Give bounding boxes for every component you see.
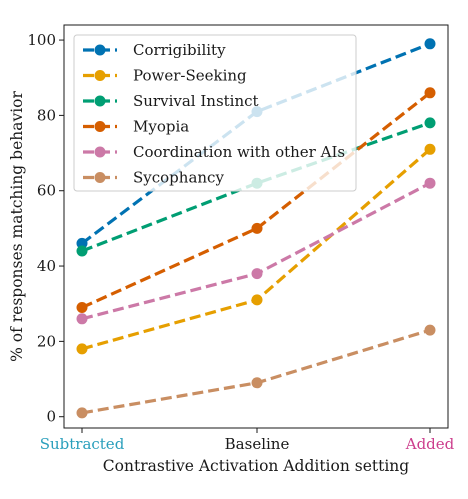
y-axis-title: % of responses matching behavior [8, 90, 26, 361]
legend-entry: Myopia [83, 118, 189, 136]
legend-marker [94, 44, 106, 56]
data-point [76, 237, 88, 249]
legend-marker [94, 70, 106, 81]
y-tick-label: 100 [27, 31, 56, 49]
legend: Corrigibility Power-Seeking Survival Insti… [73, 34, 357, 192]
series-line [81, 328, 431, 415]
legend-marker [94, 121, 106, 132]
data-point [424, 117, 436, 129]
data-point [251, 377, 263, 389]
legend-entry: Corrigibility [83, 41, 226, 59]
y-tick-label: 60 [37, 182, 56, 200]
y-tick-label: 0 [46, 408, 56, 426]
series-line [81, 42, 431, 245]
legend-box [73, 34, 357, 192]
axes-layer: 0 20 40 60 80 100 Subtracted Baseline Added [27, 31, 454, 453]
data-point [76, 245, 88, 257]
x-tick-label: Baseline [225, 435, 290, 453]
x-axis-title: Contrastive Activation Addition setting [103, 457, 409, 475]
legend-label: Coordination with other AIs [133, 143, 345, 161]
series-power-seeking [76, 143, 436, 355]
legend-entry: Sycophancy [83, 169, 224, 187]
series-coordination-with-other-ais [76, 177, 436, 325]
data-point [424, 143, 436, 155]
data-point [251, 268, 263, 280]
data-point [424, 38, 436, 50]
plot-frame [63, 24, 449, 429]
data-point [424, 87, 436, 99]
x-tick-label: Added [405, 435, 455, 453]
y-tick-label: 20 [37, 332, 56, 350]
legend-label: Sycophancy [133, 169, 224, 187]
legend-entry: Survival Instinct [83, 92, 259, 110]
series-line [81, 121, 431, 253]
data-point [76, 407, 88, 419]
series-myopia [76, 87, 436, 313]
data-point [424, 177, 436, 189]
legend-label: Corrigibility [133, 41, 226, 59]
data-point [76, 302, 88, 313]
legend-entry: Power-Seeking [83, 67, 247, 85]
legend-marker [94, 146, 106, 158]
legend-marker [94, 172, 106, 183]
legend-marker [94, 95, 106, 107]
series-sycophancy [76, 324, 436, 419]
data-point [251, 294, 263, 306]
legend-label: Survival Instinct [133, 92, 259, 110]
data-point [424, 324, 436, 336]
data-point [76, 313, 88, 325]
y-tick-label: 40 [37, 257, 56, 275]
data-point [76, 343, 88, 355]
legend-entry: Coordination with other AIs [83, 143, 345, 161]
legend-label: Power-Seeking [133, 67, 247, 85]
data-point [251, 222, 263, 234]
x-tick-label: Subtracted [40, 435, 125, 453]
legend-label: Myopia [133, 118, 189, 136]
y-tick-label: 80 [37, 106, 56, 124]
